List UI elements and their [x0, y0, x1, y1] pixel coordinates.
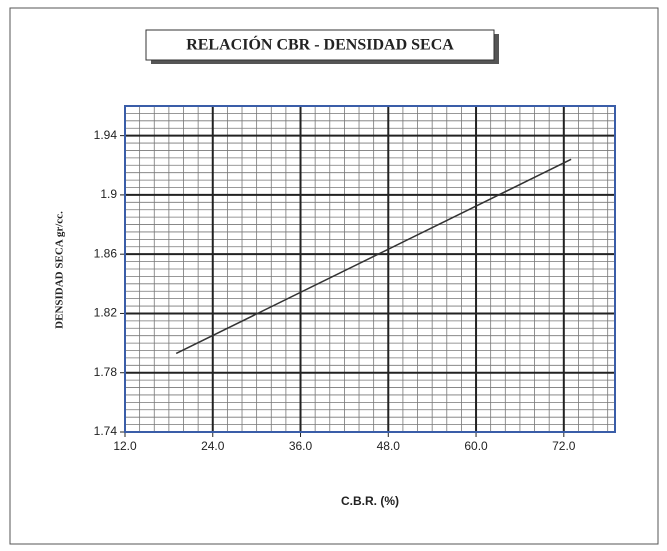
y-tick-label: 1.82: [94, 306, 118, 320]
y-tick-label: 1.94: [94, 128, 118, 142]
x-tick-label: 72.0: [552, 439, 576, 453]
x-tick-label: 60.0: [464, 439, 488, 453]
y-tick-label: 1.78: [94, 365, 118, 379]
chart-title: RELACIÓN CBR - DENSIDAD SECA: [186, 35, 454, 54]
title-box: [145, 29, 495, 61]
y-tick-label: 1.86: [94, 246, 118, 260]
x-tick-label: 36.0: [289, 439, 313, 453]
y-axis-label: DENSIDAD SECA gr/cc.: [54, 211, 66, 329]
x-tick-label: 12.0: [113, 439, 137, 453]
x-tick-label: 24.0: [201, 439, 225, 453]
data-line: [175, 158, 572, 355]
y-tick-label: 1.9: [100, 187, 117, 201]
plot-border: [124, 105, 616, 433]
x-tick-label: 48.0: [377, 439, 401, 453]
y-tick-label: 1.74: [94, 424, 118, 438]
x-axis-label: C.B.R. (%): [341, 494, 399, 508]
